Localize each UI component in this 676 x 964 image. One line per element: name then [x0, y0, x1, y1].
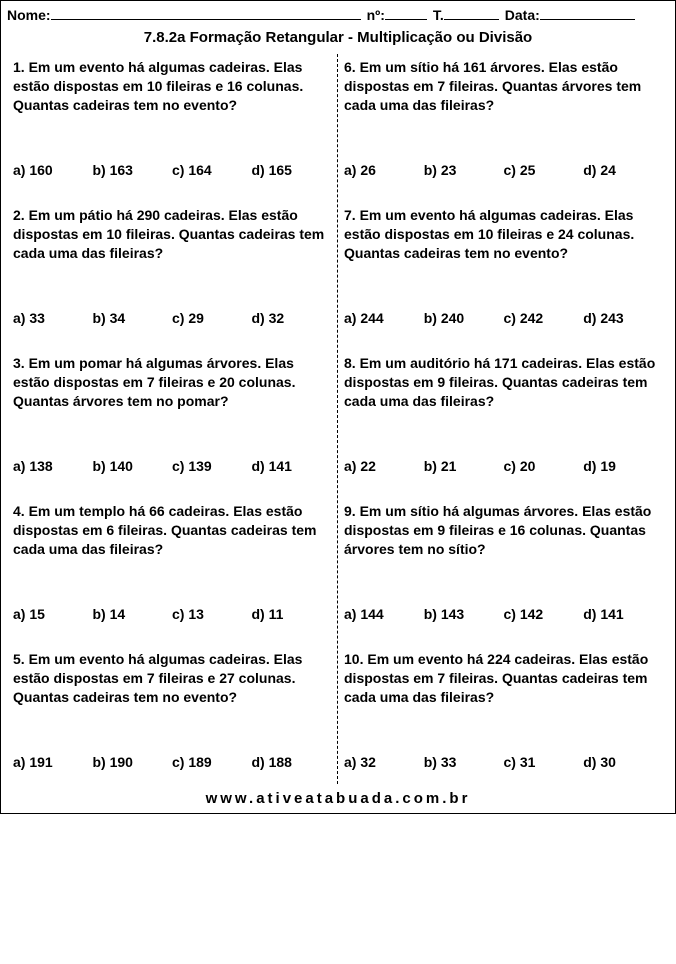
num-label: nº: [367, 7, 385, 23]
question-text: 6. Em um sítio há 161 árvores. Elas estã… [344, 58, 663, 136]
answer-d[interactable]: d) 32 [252, 310, 332, 326]
question-text: 4. Em um templo há 66 cadeiras. Elas est… [13, 502, 331, 580]
answer-a[interactable]: a) 160 [13, 162, 93, 178]
answer-a[interactable]: a) 138 [13, 458, 93, 474]
answer-row: a) 26 b) 23 c) 25 d) 24 [344, 162, 663, 178]
answer-d[interactable]: d) 24 [583, 162, 663, 178]
answer-b[interactable]: b) 190 [93, 754, 173, 770]
answer-row: a) 160 b) 163 c) 164 d) 165 [13, 162, 331, 178]
left-column: 1. Em um evento há algumas cadeiras. Ela… [7, 54, 338, 784]
question-7: 7. Em um evento há algumas cadeiras. Ela… [344, 206, 663, 326]
answer-d[interactable]: d) 19 [583, 458, 663, 474]
answer-d[interactable]: d) 30 [583, 754, 663, 770]
answer-b[interactable]: b) 140 [93, 458, 173, 474]
answer-d[interactable]: d) 141 [583, 606, 663, 622]
answer-row: a) 191 b) 190 c) 189 d) 188 [13, 754, 331, 770]
answer-c[interactable]: c) 29 [172, 310, 252, 326]
worksheet-title: 7.8.2a Formação Retangular - Multiplicaç… [1, 25, 675, 54]
question-text: 1. Em um evento há algumas cadeiras. Ela… [13, 58, 331, 136]
answer-b[interactable]: b) 23 [424, 162, 504, 178]
question-5: 5. Em um evento há algumas cadeiras. Ela… [13, 650, 331, 770]
answer-c[interactable]: c) 20 [504, 458, 584, 474]
answer-row: a) 138 b) 140 c) 139 d) 141 [13, 458, 331, 474]
answer-a[interactable]: a) 26 [344, 162, 424, 178]
question-text: 3. Em um pomar há algumas árvores. Elas … [13, 354, 331, 432]
answer-c[interactable]: c) 139 [172, 458, 252, 474]
answer-row: a) 144 b) 143 c) 142 d) 141 [344, 606, 663, 622]
answer-c[interactable]: c) 25 [504, 162, 584, 178]
question-4: 4. Em um templo há 66 cadeiras. Elas est… [13, 502, 331, 622]
answer-row: a) 244 b) 240 c) 242 d) 243 [344, 310, 663, 326]
answer-row: a) 22 b) 21 c) 20 d) 19 [344, 458, 663, 474]
answer-d[interactable]: d) 11 [252, 606, 332, 622]
answer-a[interactable]: a) 144 [344, 606, 424, 622]
question-text: 7. Em um evento há algumas cadeiras. Ela… [344, 206, 663, 284]
answer-b[interactable]: b) 143 [424, 606, 504, 622]
answer-row: a) 33 b) 34 c) 29 d) 32 [13, 310, 331, 326]
num-field[interactable] [385, 5, 427, 20]
answer-d[interactable]: d) 141 [252, 458, 332, 474]
questions-grid: 1. Em um evento há algumas cadeiras. Ela… [1, 54, 675, 788]
question-text: 10. Em um evento há 224 cadeiras. Elas e… [344, 650, 663, 728]
answer-a[interactable]: a) 33 [13, 310, 93, 326]
turma-label: T. [433, 7, 444, 23]
data-field[interactable] [540, 5, 635, 20]
answer-b[interactable]: b) 21 [424, 458, 504, 474]
answer-c[interactable]: c) 242 [504, 310, 584, 326]
answer-d[interactable]: d) 188 [252, 754, 332, 770]
question-text: 9. Em um sítio há algumas árvores. Elas … [344, 502, 663, 580]
answer-c[interactable]: c) 189 [172, 754, 252, 770]
answer-b[interactable]: b) 34 [93, 310, 173, 326]
footer-url: www.ativeatabuada.com.br [1, 788, 675, 813]
nome-field[interactable] [51, 5, 361, 20]
question-10: 10. Em um evento há 224 cadeiras. Elas e… [344, 650, 663, 770]
answer-a[interactable]: a) 32 [344, 754, 424, 770]
header-fields: Nome: nº: T. Data: [1, 1, 675, 25]
answer-a[interactable]: a) 22 [344, 458, 424, 474]
question-9: 9. Em um sítio há algumas árvores. Elas … [344, 502, 663, 622]
question-text: 5. Em um evento há algumas cadeiras. Ela… [13, 650, 331, 728]
answer-d[interactable]: d) 243 [583, 310, 663, 326]
answer-c[interactable]: c) 142 [504, 606, 584, 622]
question-text: 8. Em um auditório há 171 cadeiras. Elas… [344, 354, 663, 432]
data-label: Data: [505, 7, 540, 23]
worksheet-page: Nome: nº: T. Data: 7.8.2a Formação Retan… [0, 0, 676, 814]
answer-c[interactable]: c) 13 [172, 606, 252, 622]
answer-a[interactable]: a) 244 [344, 310, 424, 326]
question-3: 3. Em um pomar há algumas árvores. Elas … [13, 354, 331, 474]
answer-c[interactable]: c) 164 [172, 162, 252, 178]
answer-a[interactable]: a) 15 [13, 606, 93, 622]
answer-d[interactable]: d) 165 [252, 162, 332, 178]
answer-b[interactable]: b) 14 [93, 606, 173, 622]
question-text: 2. Em um pátio há 290 cadeiras. Elas est… [13, 206, 331, 284]
answer-row: a) 15 b) 14 c) 13 d) 11 [13, 606, 331, 622]
answer-b[interactable]: b) 240 [424, 310, 504, 326]
answer-row: a) 32 b) 33 c) 31 d) 30 [344, 754, 663, 770]
answer-b[interactable]: b) 33 [424, 754, 504, 770]
answer-a[interactable]: a) 191 [13, 754, 93, 770]
question-2: 2. Em um pátio há 290 cadeiras. Elas est… [13, 206, 331, 326]
answer-c[interactable]: c) 31 [504, 754, 584, 770]
question-8: 8. Em um auditório há 171 cadeiras. Elas… [344, 354, 663, 474]
question-6: 6. Em um sítio há 161 árvores. Elas estã… [344, 58, 663, 178]
question-1: 1. Em um evento há algumas cadeiras. Ela… [13, 58, 331, 178]
nome-label: Nome: [7, 7, 51, 23]
answer-b[interactable]: b) 163 [93, 162, 173, 178]
turma-field[interactable] [444, 5, 499, 20]
right-column: 6. Em um sítio há 161 árvores. Elas estã… [338, 54, 669, 784]
